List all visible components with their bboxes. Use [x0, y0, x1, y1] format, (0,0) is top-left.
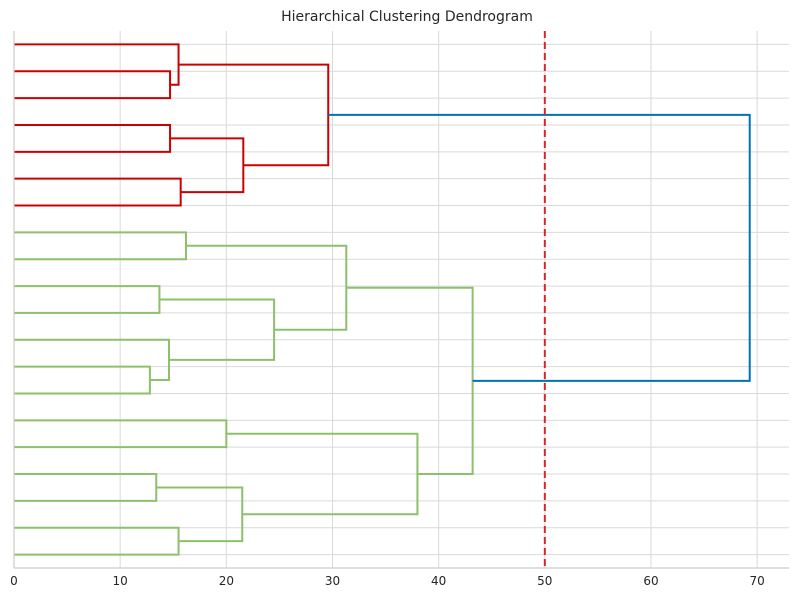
- link-m10: [14, 338, 170, 382]
- chart-title: Hierarchical Clustering Dendrogram: [281, 9, 533, 25]
- link-m5: [170, 137, 245, 194]
- x-tick-label-1: 10: [113, 574, 128, 588]
- x-tick-label-7: 70: [750, 574, 765, 588]
- dendrogram-links: [14, 43, 751, 556]
- link-m12: [185, 244, 348, 331]
- x-axis-ticks: 0 10 20 30 40 50 60 70: [10, 574, 765, 588]
- link-m8: [14, 285, 161, 314]
- x-tick-label-3: 30: [325, 574, 340, 588]
- grid: [13, 31, 789, 568]
- link-m18: [346, 286, 474, 476]
- x-tick-label-2: 20: [219, 574, 234, 588]
- link-m1: [14, 70, 172, 100]
- link-m3: [14, 123, 172, 153]
- link-m11: [159, 298, 276, 361]
- link-m14: [14, 473, 158, 502]
- link-m19: [328, 113, 751, 382]
- x-tick-label-6: 60: [643, 574, 658, 588]
- x-tick-label-0: 0: [10, 574, 18, 588]
- link-m9: [14, 365, 151, 395]
- link-m15: [14, 526, 180, 556]
- link-m16: [156, 486, 244, 543]
- axes-frame: [13, 31, 789, 569]
- link-m6: [178, 63, 330, 167]
- link-m4: [14, 177, 182, 207]
- link-m2: [14, 43, 180, 86]
- x-tick-label-4: 40: [431, 574, 446, 588]
- link-m7: [14, 231, 187, 261]
- x-tick-label-5: 50: [537, 574, 552, 588]
